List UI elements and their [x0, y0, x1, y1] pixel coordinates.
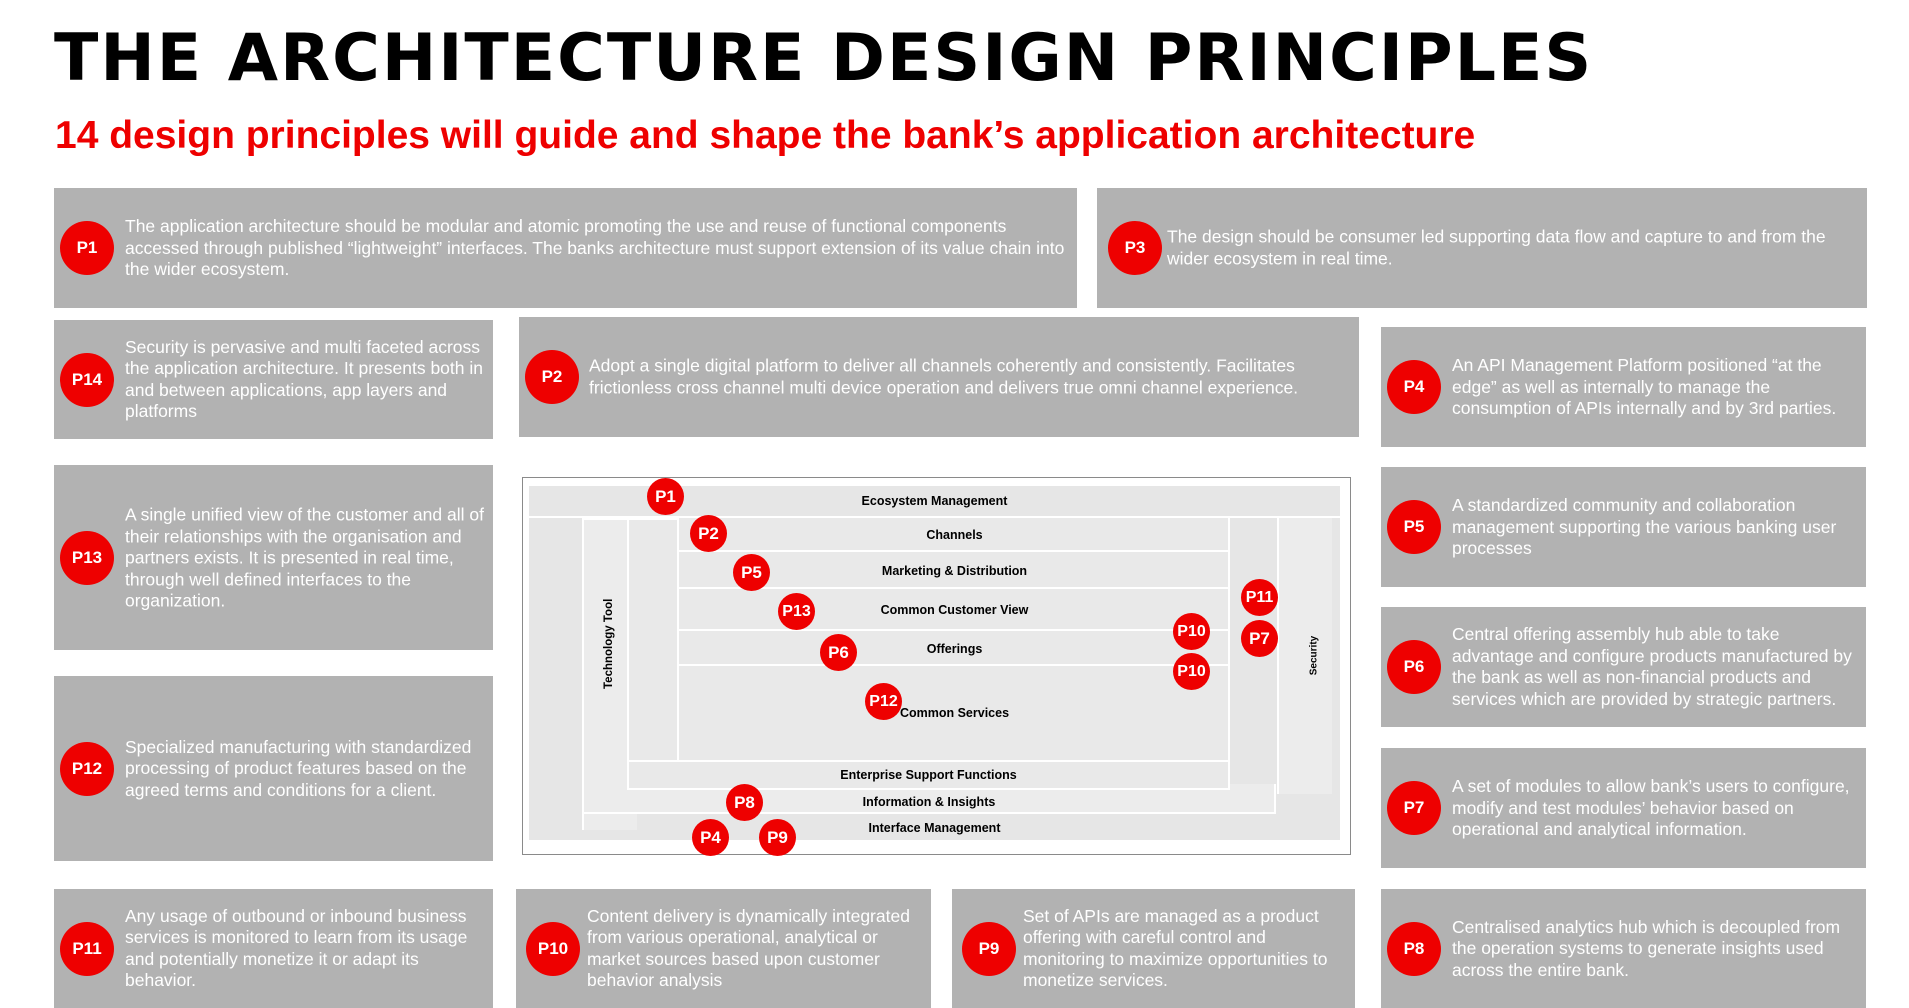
layer-common-services: Common Services — [899, 706, 1010, 720]
principle-text: Set of APIs are managed as a product off… — [1023, 905, 1328, 991]
diagram-pin-p6: P6 — [820, 634, 857, 671]
layer-channels: Channels — [679, 519, 1230, 552]
principle-text: A single unified view of the customer an… — [125, 504, 484, 611]
principle-text: The design should be consumer led suppor… — [1167, 226, 1826, 269]
principle-card-p11: P11 Any usage of outbound or inbound bus… — [54, 889, 493, 1008]
principle-badge: P9 — [962, 921, 1016, 976]
architecture-diagram: Ecosystem Management Channels Marketing … — [522, 477, 1351, 856]
page-subtitle: 14 design principles will guide and shap… — [55, 114, 1476, 157]
diagram-pin-p7: P7 — [1241, 620, 1278, 657]
principle-badge: P11 — [60, 921, 114, 976]
principle-card-p2: P2 Adopt a single digital platform to de… — [519, 317, 1359, 437]
diagram-pin-p12: P12 — [865, 683, 902, 720]
diagram-pin-p4: P4 — [692, 819, 729, 856]
principle-badge: P2 — [525, 350, 579, 404]
principle-card-p14: P14 Security is pervasive and multi face… — [54, 320, 493, 439]
principle-badge: P10 — [526, 921, 580, 976]
diagram-pin-p5: P5 — [733, 554, 770, 591]
diagram-pin-p8: P8 — [726, 784, 763, 821]
principle-badge: P3 — [1108, 221, 1162, 275]
principle-text: An API Management Platform positioned “a… — [1452, 354, 1837, 418]
principle-badge: P1 — [60, 221, 114, 275]
principle-card-p3: P3 The design should be consumer led sup… — [1097, 188, 1867, 308]
layer-offerings: Offerings — [679, 633, 1230, 666]
principle-badge: P6 — [1387, 640, 1441, 694]
principle-text: Content delivery is dynamically integrat… — [587, 905, 910, 991]
principle-text: Specialized manufacturing with standardi… — [125, 736, 472, 800]
principle-text: Central offering assembly hub able to ta… — [1452, 624, 1852, 709]
diagram-pin-p2: P2 — [690, 515, 727, 552]
principle-card-p4: P4 An API Management Platform positioned… — [1381, 327, 1866, 447]
principle-card-p13: P13 A single unified view of the custome… — [54, 465, 493, 650]
principle-badge: P13 — [60, 530, 114, 585]
principle-text: Centralised analytics hub which is decou… — [1452, 916, 1841, 980]
layer-common-customer-view: Common Customer View — [679, 591, 1230, 631]
principle-card-p6: P6 Central offering assembly hub able to… — [1381, 607, 1866, 727]
principle-badge: P12 — [60, 741, 114, 796]
diagram-pin-p10-a: P10 — [1173, 613, 1210, 650]
principle-badge: P14 — [60, 352, 114, 407]
principle-card-p9: P9 Set of APIs are managed as a product … — [952, 889, 1355, 1008]
core-block — [677, 518, 1230, 760]
principle-badge: P7 — [1387, 781, 1441, 835]
principle-card-p12: P12 Specialized manufacturing with stand… — [54, 676, 493, 861]
principle-badge: P8 — [1387, 921, 1441, 976]
principle-card-p1: P1 The application architecture should b… — [54, 188, 1077, 308]
diagram-pin-p10-b: P10 — [1173, 653, 1210, 690]
layer-interface-management: Interface Management — [868, 821, 1001, 835]
principle-text: The application architecture should be m… — [125, 215, 1065, 279]
principle-badge: P4 — [1387, 360, 1441, 414]
principle-text: Security is pervasive and multi faceted … — [125, 336, 483, 422]
security-label: Security — [1308, 635, 1320, 676]
diagram-pin-p9: P9 — [759, 819, 796, 856]
principle-card-p8: P8 Centralised analytics hub which is de… — [1381, 889, 1866, 1008]
security-layer — [1277, 518, 1332, 794]
diagram-pin-p1: P1 — [647, 478, 684, 515]
principle-card-p5: P5 A standardized community and collabor… — [1381, 467, 1866, 587]
layer-information-insights: Information & Insights — [862, 795, 996, 809]
principle-text: Adopt a single digital platform to deliv… — [589, 355, 1299, 398]
principle-text: A standardized community and collaborati… — [1452, 494, 1837, 558]
principle-card-p10: P10 Content delivery is dynamically inte… — [516, 889, 931, 1008]
principle-badge: P5 — [1387, 500, 1441, 554]
layer-marketing-distribution: Marketing & Distribution — [679, 554, 1230, 589]
diagram-pin-p13: P13 — [778, 593, 815, 630]
technology-tool-label: Technology Tool — [603, 598, 615, 689]
principle-card-p7: P7 A set of modules to allow bank’s user… — [1381, 748, 1866, 868]
diagram-pin-p11: P11 — [1241, 579, 1278, 616]
page-title: THE ARCHITECTURE DESIGN PRINCIPLES — [54, 21, 1594, 96]
principle-text: A set of modules to allow bank’s users t… — [1452, 775, 1850, 839]
principle-text: Any usage of outbound or inbound busines… — [125, 905, 468, 991]
layer-enterprise-support-functions: Enterprise Support Functions — [629, 760, 1228, 788]
